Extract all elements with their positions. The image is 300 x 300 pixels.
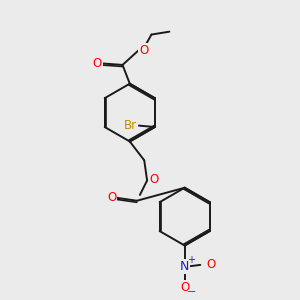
Text: O: O (180, 280, 189, 294)
Text: O: O (206, 258, 215, 272)
Text: O: O (107, 191, 116, 204)
Text: O: O (139, 44, 148, 57)
Text: O: O (150, 172, 159, 186)
Text: O: O (92, 57, 102, 70)
Text: −: − (186, 287, 196, 297)
Text: N: N (180, 260, 189, 273)
Text: Br: Br (124, 119, 137, 132)
Text: +: + (187, 255, 195, 265)
